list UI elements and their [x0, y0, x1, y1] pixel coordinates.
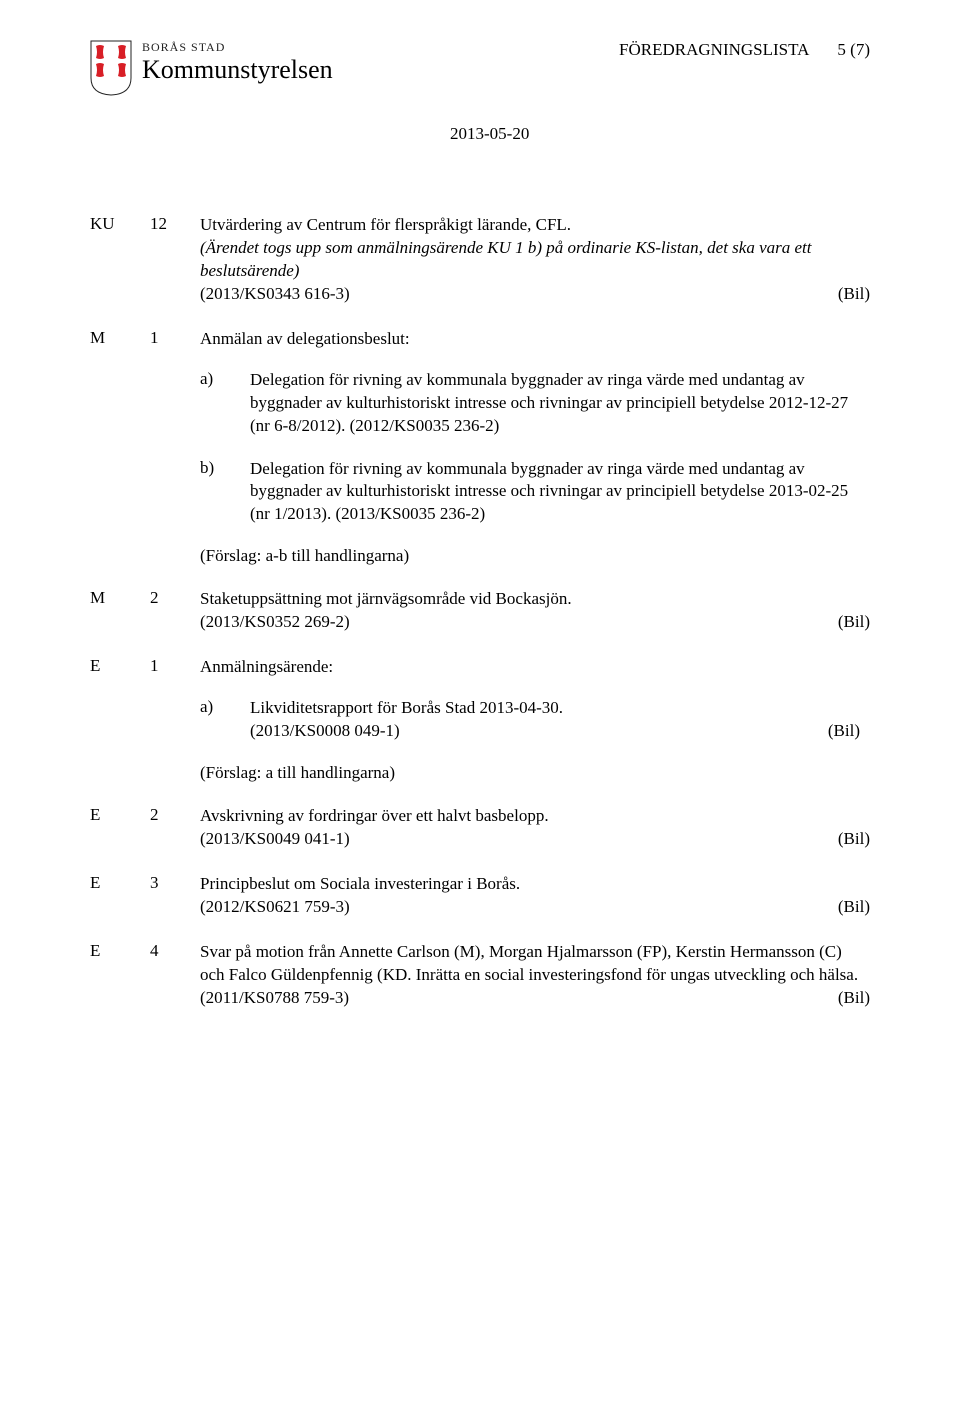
- item-ref: (2013/KS0352 269-2): [200, 611, 350, 634]
- item-code: E: [90, 656, 150, 676]
- item-ref: (2012/KS0621 759-3): [200, 896, 350, 919]
- item-body: Utvärdering av Centrum för flerspråkigt …: [200, 214, 870, 237]
- item-body: Principbeslut om Sociala investeringar i…: [200, 873, 870, 896]
- agenda-item: E 2 Avskrivning av fordringar över ett h…: [90, 805, 870, 851]
- item-num: 4: [150, 941, 200, 961]
- item-num: 3: [150, 873, 200, 893]
- item-body: Svar på motion från Annette Carlson (M),…: [200, 941, 870, 987]
- item-bil: (Bil): [838, 611, 870, 634]
- forslag-text: (Förslag: a-b till handlingarna): [200, 546, 870, 566]
- item-bil: (Bil): [838, 896, 870, 919]
- item-code: M: [90, 588, 150, 608]
- page-info: 5 (7): [837, 40, 870, 60]
- item-note: (Ärendet togs upp som anmälningsärende K…: [200, 237, 870, 283]
- page-header: BORÅS STAD Kommunstyrelsen FÖREDRAGNINGS…: [90, 40, 870, 96]
- sub-letter: b): [200, 458, 250, 527]
- item-num: 12: [150, 214, 200, 234]
- item-body: Staketuppsättning mot järnvägsområde vid…: [200, 588, 870, 611]
- item-code: M: [90, 328, 150, 348]
- item-code: E: [90, 941, 150, 961]
- agenda-item: E 1 Anmälningsärende: a) Likviditetsrapp…: [90, 656, 870, 783]
- item-ref: (2013/KS0343 616-3): [200, 283, 350, 306]
- item-code: E: [90, 873, 150, 893]
- sub-text: Delegation för rivning av kommunala bygg…: [250, 369, 870, 438]
- item-ref: (2013/KS0049 041-1): [200, 828, 350, 851]
- sub-item: b) Delegation för rivning av kommunala b…: [200, 458, 870, 527]
- sub-letter: a): [200, 369, 250, 438]
- brand-top: BORÅS STAD: [142, 40, 333, 55]
- brand-text: BORÅS STAD Kommunstyrelsen: [142, 40, 333, 85]
- agenda-item: M 2 Staketuppsättning mot järnvägsområde…: [90, 588, 870, 634]
- item-code: E: [90, 805, 150, 825]
- sub-text: Likviditetsrapport för Borås Stad 2013-0…: [250, 697, 860, 720]
- item-num: 1: [150, 328, 200, 348]
- sub-ref: (2013/KS0008 049-1): [250, 720, 400, 743]
- item-code: KU: [90, 214, 150, 234]
- agenda-item: M 1 Anmälan av delegationsbeslut: a) Del…: [90, 328, 870, 567]
- brand-main: Kommunstyrelsen: [142, 55, 333, 85]
- doc-title: FÖREDRAGNINGSLISTA: [619, 40, 809, 60]
- sub-item: a) Likviditetsrapport för Borås Stad 201…: [200, 697, 870, 743]
- crest-icon: [90, 40, 132, 96]
- sub-item: a) Delegation för rivning av kommunala b…: [200, 369, 870, 438]
- agenda-item: KU 12 Utvärdering av Centrum för flerspr…: [90, 214, 870, 306]
- item-num: 2: [150, 588, 200, 608]
- item-bil: (Bil): [838, 283, 870, 306]
- agenda-item: E 3 Principbeslut om Sociala investering…: [90, 873, 870, 919]
- item-ref: (2011/KS0788 759-3): [200, 987, 349, 1010]
- logo-block: BORÅS STAD Kommunstyrelsen: [90, 40, 333, 96]
- sub-text: Delegation för rivning av kommunala bygg…: [250, 458, 870, 527]
- item-body: Anmälan av delegationsbeslut:: [200, 328, 870, 351]
- doc-date: 2013-05-20: [450, 124, 870, 144]
- item-num: 2: [150, 805, 200, 825]
- item-bil: (Bil): [838, 828, 870, 851]
- item-num: 1: [150, 656, 200, 676]
- sub-bil: (Bil): [828, 720, 860, 743]
- item-body: Anmälningsärende:: [200, 656, 870, 679]
- agenda-item: E 4 Svar på motion från Annette Carlson …: [90, 941, 870, 1010]
- doc-title-block: FÖREDRAGNINGSLISTA 5 (7): [619, 40, 870, 60]
- forslag-text: (Förslag: a till handlingarna): [200, 763, 870, 783]
- sub-letter: a): [200, 697, 250, 743]
- item-bil: (Bil): [838, 987, 870, 1010]
- item-body: Avskrivning av fordringar över ett halvt…: [200, 805, 870, 828]
